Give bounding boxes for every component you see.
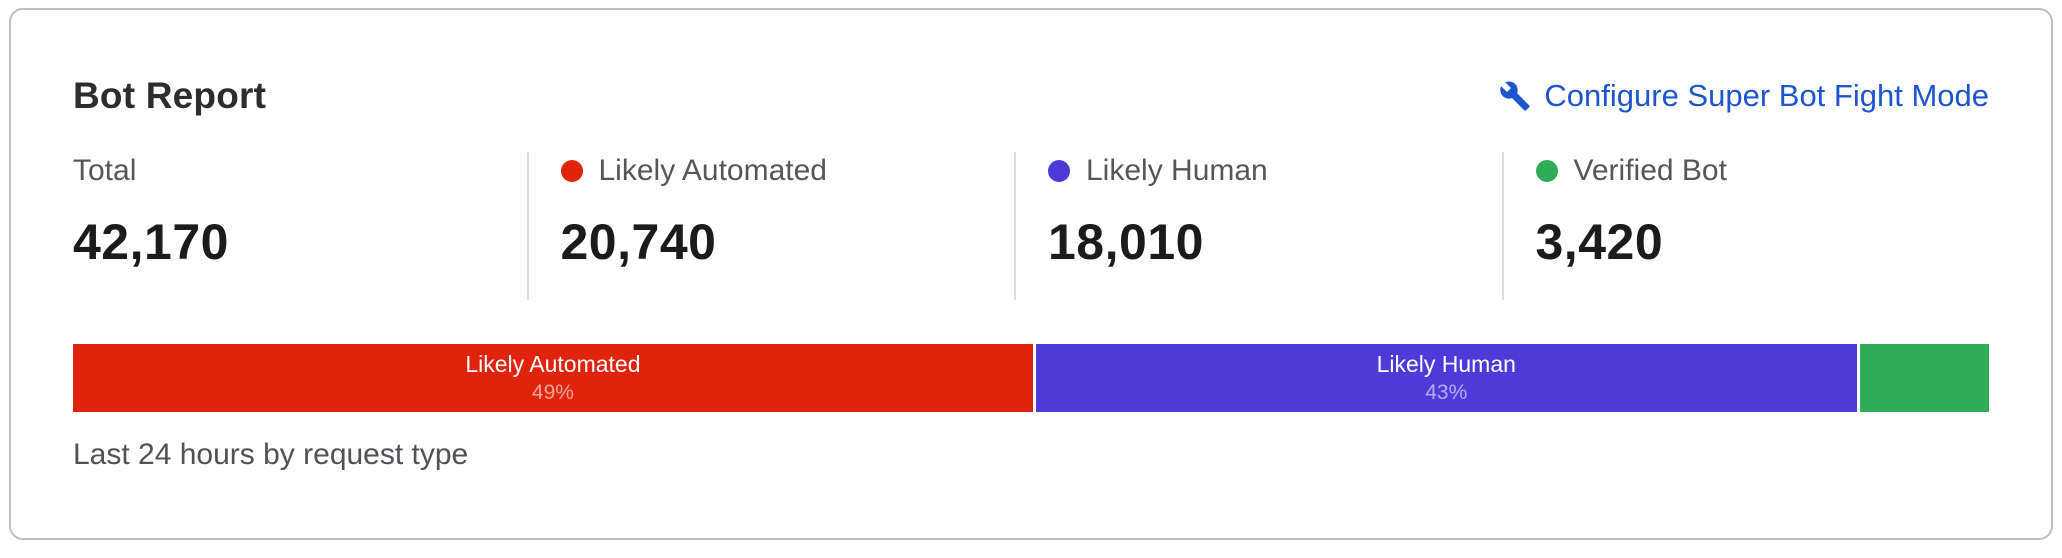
request-type-stacked-bar: Likely Automated 49% Likely Human 43% — [73, 344, 1989, 412]
stat-total-label: Total — [73, 154, 137, 187]
stat-total: Total 42,170 — [73, 152, 527, 300]
stat-likely-human-label: Likely Human — [1086, 154, 1268, 187]
bar-segment-likely-automated: Likely Automated 49% — [73, 344, 1033, 412]
stat-verified-bot-label: Verified Bot — [1573, 154, 1727, 187]
stat-likely-automated-value: 20,740 — [560, 214, 717, 270]
bar-segment-likely-automated-percent: 49% — [531, 381, 574, 404]
stat-likely-human: Likely Human 18,010 — [1014, 152, 1502, 300]
stat-total-value: 42,170 — [73, 214, 229, 270]
stats-row: Total 42,170 Likely Automated 20,740 Lik… — [73, 152, 1989, 300]
likely-automated-dot-icon — [560, 160, 583, 182]
page-title: Bot Report — [73, 75, 267, 116]
stat-verified-bot-value: 3,420 — [1535, 214, 1664, 270]
bar-segment-verified-bot — [1859, 344, 1989, 412]
bar-segment-likely-human-label: Likely Human — [1376, 351, 1516, 377]
card-header: Bot Report Configure Super Bot Fight Mod… — [73, 74, 1989, 118]
verified-bot-dot-icon — [1535, 160, 1558, 182]
bar-segment-likely-human: Likely Human 43% — [1035, 344, 1857, 412]
likely-human-dot-icon — [1048, 160, 1070, 182]
bar-segment-likely-human-percent: 43% — [1425, 381, 1468, 404]
stat-likely-automated: Likely Automated 20,740 — [526, 152, 1015, 300]
stat-verified-bot: Verified Bot 3,420 — [1501, 152, 1990, 300]
bar-segment-likely-automated-label: Likely Automated — [465, 351, 641, 377]
stat-likely-human-value: 18,010 — [1048, 214, 1204, 270]
configure-super-bot-fight-mode-link[interactable]: Configure Super Bot Fight Mode — [1499, 74, 1989, 118]
wrench-icon — [1500, 81, 1531, 111]
bar-caption: Last 24 hours by request type — [73, 438, 469, 471]
bot-report-card: Bot Report Configure Super Bot Fight Mod… — [9, 8, 2053, 540]
stat-likely-automated-label: Likely Automated — [598, 154, 827, 187]
configure-link-label: Configure Super Bot Fight Mode — [1544, 78, 1989, 113]
